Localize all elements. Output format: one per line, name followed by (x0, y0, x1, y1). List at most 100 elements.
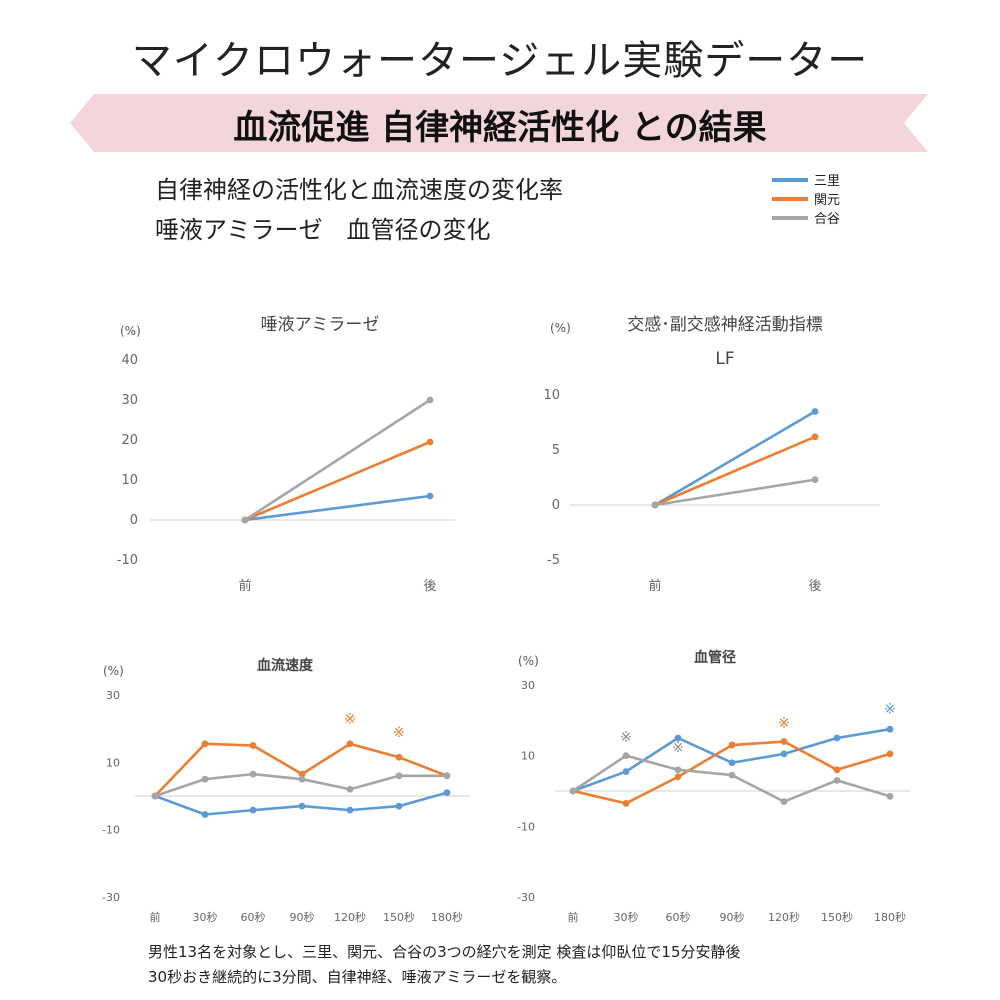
data-point (426, 492, 434, 500)
data-point (674, 734, 682, 742)
y-tick-label: -10 (102, 824, 120, 837)
legend-swatch (772, 215, 808, 220)
data-point (728, 759, 736, 767)
chart-title: 交感･副交感神経活動指標 (627, 315, 823, 335)
y-tick-label: 40 (121, 353, 138, 368)
significance-mark: ※ (620, 730, 632, 746)
banner-title: 血流促進 自律神経活性化 との結果 (233, 108, 767, 148)
significance-mark: ※ (393, 725, 405, 741)
chart-title: 唾液アミラーゼ (261, 315, 380, 335)
x-tick-label: 60秒 (666, 910, 691, 924)
data-point (622, 799, 630, 807)
legend-label: 合谷 (814, 212, 841, 227)
chart-subtitle: LF (715, 349, 734, 369)
significance-mark: ※ (884, 701, 896, 717)
data-point (346, 740, 354, 748)
data-point (622, 752, 630, 760)
data-point (833, 777, 841, 784)
y-tick-label: 30 (121, 393, 138, 408)
data-point (395, 802, 403, 810)
significance-mark: ※ (778, 715, 790, 731)
series-line (654, 435, 816, 507)
data-point (298, 775, 306, 783)
subtitle-2: 唾液アミラーゼ 血管径の変化 (155, 216, 491, 244)
y-axis-unit: (%) (518, 654, 539, 668)
data-point (249, 806, 257, 814)
y-tick-label: 10 (106, 756, 120, 769)
y-tick-label: -5 (547, 553, 560, 568)
legend-item: 合谷 (772, 208, 840, 227)
y-tick-label: 5 (552, 443, 560, 458)
x-tick-label: 前 (150, 910, 161, 924)
x-tick-label: 後 (423, 579, 436, 594)
data-point (833, 734, 841, 742)
chart-title: 血管径 (694, 649, 736, 666)
x-tick-label: 150秒 (821, 910, 853, 924)
data-point (346, 806, 354, 814)
vessel-diameter-chart: 血管径 (%) 30 10 -10 -30 前 30秒 60秒 90秒 120秒 150秒 180秒 ※ ※… (517, 649, 910, 924)
data-point (426, 438, 434, 446)
y-tick-label: -10 (117, 553, 138, 568)
data-point (674, 773, 682, 781)
footnote: 男性13名を対象とし、三里、関元、合谷の3つの経穴を測定 検査は仰臥位で15分安… (148, 940, 741, 990)
y-tick-label: 30 (106, 689, 120, 702)
significance-mark: ※ (672, 740, 684, 756)
subtitle-1: 自律神経の活性化と血流速度の変化率 (155, 176, 563, 204)
data-point (728, 771, 736, 779)
x-tick-label: 後 (808, 579, 821, 594)
series-line (244, 494, 431, 522)
data-point (426, 396, 434, 404)
data-point (249, 770, 257, 778)
legend-label: 三里 (814, 174, 841, 189)
data-point (201, 775, 209, 783)
data-point (569, 787, 577, 795)
x-tick-label: 150秒 (383, 910, 415, 924)
x-tick-label: 60秒 (241, 910, 266, 924)
data-point (728, 741, 736, 749)
x-tick-label: 前 (568, 910, 579, 924)
data-point (811, 408, 819, 415)
x-tick-label: 前 (238, 578, 251, 594)
legend-item: 三里 (772, 170, 840, 189)
footnote-line-1: 男性13名を対象とし、三里、関元、合谷の3つの経穴を測定 検査は仰臥位で15分安… (148, 943, 741, 961)
y-tick-label: 0 (552, 498, 560, 513)
footnote-line-2: 30秒おき継続的に3分間、自律神経、唾液アミラーゼを観察。 (148, 968, 567, 986)
significance-mark: ※ (344, 712, 356, 728)
data-point (298, 770, 306, 778)
data-point (443, 789, 451, 797)
data-point (833, 766, 841, 774)
y-tick-label: -10 (517, 820, 535, 833)
y-axis-unit: (%) (550, 321, 571, 335)
lf-chart: 交感･副交感神経活動指標 LF (%) 10 5 0 -5 前 後 (543, 315, 880, 594)
data-point (443, 772, 451, 780)
data-point (780, 750, 788, 758)
y-tick-label: -30 (102, 891, 120, 904)
legend-item: 関元 (772, 189, 840, 208)
data-point (298, 802, 306, 810)
data-point (249, 742, 257, 749)
data-point (395, 772, 403, 780)
x-tick-label: 90秒 (290, 910, 315, 924)
x-tick-label: 180秒 (431, 910, 463, 924)
y-tick-label: 20 (121, 433, 138, 448)
data-point (201, 811, 209, 818)
y-tick-label: 10 (121, 473, 138, 488)
data-point (651, 501, 659, 509)
series-line (654, 478, 816, 507)
blood-flow-chart: 血流速度 (%) 30 10 -10 -30 前 30秒 60秒 90秒 120秒 150秒 180秒 ※… (102, 657, 470, 924)
data-point (395, 753, 403, 761)
y-tick-label: 10 (521, 750, 535, 763)
data-point (886, 725, 894, 733)
data-point (780, 738, 788, 745)
y-tick-label: -30 (517, 891, 535, 904)
data-point (201, 740, 209, 748)
legend-swatch (772, 177, 808, 182)
y-tick-label: 30 (521, 679, 535, 692)
y-tick-label: 10 (543, 388, 560, 403)
legend-label: 関元 (814, 193, 841, 208)
series-line (154, 742, 448, 797)
chart-title: 血流速度 (257, 657, 314, 674)
x-tick-label: 120秒 (768, 910, 800, 924)
x-tick-label: 120秒 (334, 910, 366, 924)
legend-swatch (772, 196, 808, 201)
